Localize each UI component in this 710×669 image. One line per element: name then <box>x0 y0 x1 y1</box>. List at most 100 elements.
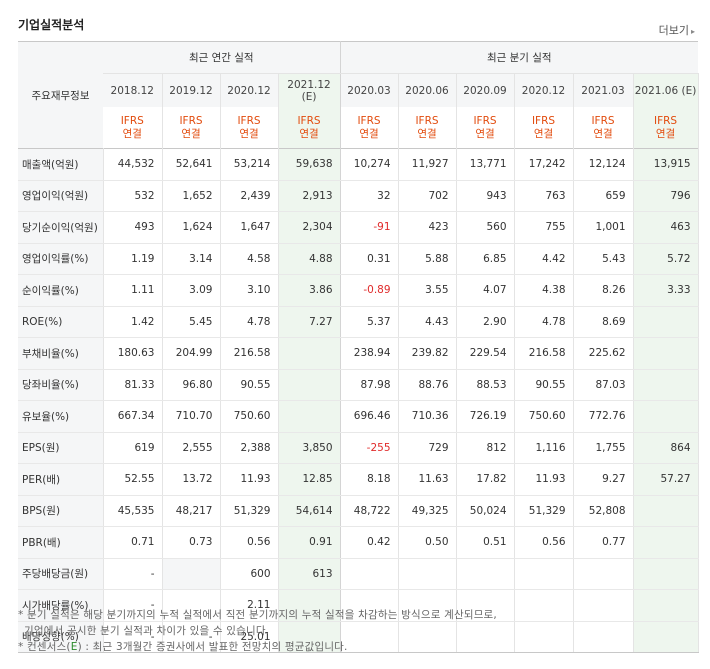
value-cell: 613 <box>278 557 341 590</box>
footnote-1: * 분기 실적은 해당 분기까지의 누적 실적에서 직전 분기까지의 누적 실적… <box>18 609 497 621</box>
value-cell: 943 <box>456 180 515 212</box>
value-cell: 812 <box>456 431 515 464</box>
value-cell <box>278 337 341 370</box>
value-cell: 2,555 <box>162 431 221 464</box>
value-cell: 864 <box>633 431 699 464</box>
table-row: 유보율(%) 667.34 710.70 750.60 696.46 710.36 726.… <box>18 400 699 433</box>
value-cell <box>278 589 341 622</box>
value-cell <box>340 589 399 622</box>
value-cell: 1,755 <box>573 431 634 464</box>
value-cell <box>573 589 634 622</box>
value-cell <box>162 557 221 590</box>
value-cell: 81.33 <box>103 369 163 401</box>
value-cell: 11.63 <box>398 463 457 496</box>
quarter-title: 최근 분기 실적 <box>340 41 699 74</box>
value-cell: 796 <box>633 180 699 212</box>
table-row: 당기순이익(억원) 493 1,624 1,647 2,304 -91 423 560 755 1… <box>18 211 699 244</box>
value-cell: 8.18 <box>340 463 399 496</box>
value-cell: 2,913 <box>278 180 341 212</box>
value-cell: 2,388 <box>220 431 279 464</box>
value-cell: 239.82 <box>398 337 457 370</box>
value-cell <box>633 495 699 527</box>
value-cell: 710.70 <box>162 400 221 433</box>
row-label: 주당배당금(원) <box>18 557 104 590</box>
value-cell <box>278 369 341 401</box>
value-cell: 11.93 <box>220 463 279 496</box>
value-cell: 216.58 <box>220 337 279 370</box>
value-cell: 755 <box>514 211 574 244</box>
value-cell <box>633 369 699 401</box>
row-label: 순이익률(%) <box>18 274 104 307</box>
value-cell: 600 <box>220 557 279 590</box>
financial-table: 주요재무정보 최근 연간 실적 최근 분기 실적 2018.12 2019.12 2… <box>18 41 699 653</box>
value-cell: 710.36 <box>398 400 457 433</box>
value-cell: 3,850 <box>278 431 341 464</box>
value-cell: - <box>103 589 163 622</box>
value-cell <box>340 621 399 653</box>
value-cell: 2.90 <box>456 306 515 338</box>
value-cell: 90.55 <box>514 369 574 401</box>
value-cell: -91 <box>340 211 399 244</box>
row-label: 매출액(억원) <box>18 148 104 181</box>
value-cell <box>162 589 221 622</box>
table-row: BPS(원) 45,535 48,217 51,329 54,614 48,722 49,3… <box>18 495 699 527</box>
value-cell: 702 <box>398 180 457 212</box>
value-cell: 7.27 <box>278 306 341 338</box>
value-cell: 3.09 <box>162 274 221 307</box>
table-row: PER(배) 52.55 13.72 11.93 12.85 8.18 11.63 17.82… <box>18 463 699 496</box>
value-cell: 50,024 <box>456 495 515 527</box>
value-cell <box>278 621 341 653</box>
value-cell: 659 <box>573 180 634 212</box>
value-cell <box>456 589 515 622</box>
period-header: 2020.12 <box>220 73 279 107</box>
value-cell <box>456 557 515 590</box>
value-cell: 12.85 <box>278 463 341 496</box>
table-row: EPS(원) 619 2,555 2,388 3,850 -255 729 812 1,116 1… <box>18 431 699 464</box>
value-cell <box>633 621 699 653</box>
value-cell: 1,624 <box>162 211 221 244</box>
ifrs-label: IFRS 연결 <box>573 107 634 149</box>
period-header: 2021.03 <box>573 73 634 107</box>
value-cell: 51,329 <box>220 495 279 527</box>
value-cell: 10,274 <box>340 148 399 181</box>
value-cell: 13,915 <box>633 148 699 181</box>
ifrs-label: IFRS 연결 <box>278 107 341 149</box>
value-cell: 49,325 <box>398 495 457 527</box>
value-cell: 619 <box>103 431 163 464</box>
value-cell: 216.58 <box>514 337 574 370</box>
value-cell: 25.01 <box>220 621 279 653</box>
ifrs-label: IFRS 연결 <box>162 107 221 149</box>
value-cell: 6.85 <box>456 243 515 275</box>
value-cell: 0.91 <box>278 526 341 559</box>
value-cell: 4.43 <box>398 306 457 338</box>
value-cell: 0.77 <box>573 526 634 559</box>
value-cell: 13.72 <box>162 463 221 496</box>
value-cell: 51,329 <box>514 495 574 527</box>
value-cell: 52,641 <box>162 148 221 181</box>
value-cell: 8.26 <box>573 274 634 307</box>
value-cell: 59,638 <box>278 148 341 181</box>
value-cell: 8.69 <box>573 306 634 338</box>
table-row: 부채비율(%) 180.63 204.99 216.58 238.94 239.82 229… <box>18 337 699 370</box>
table-row: 매출액(억원) 44,532 52,641 53,214 59,638 10,274 11,… <box>18 148 699 181</box>
more-link[interactable]: 더보기 ▸ <box>658 24 695 37</box>
period-header: 2021.06 (E) <box>633 73 699 107</box>
value-cell: 52.55 <box>103 463 163 496</box>
value-cell: 423 <box>398 211 457 244</box>
value-cell: 2,304 <box>278 211 341 244</box>
ifrs-label: IFRS 연결 <box>398 107 457 149</box>
table-row: 순이익률(%) 1.11 3.09 3.10 3.86 -0.89 3.55 4.07 4.38… <box>18 274 699 307</box>
value-cell <box>278 400 341 433</box>
value-cell: 1,116 <box>514 431 574 464</box>
value-cell: 17.82 <box>456 463 515 496</box>
value-cell: 87.03 <box>573 369 634 401</box>
row-label: 당기순이익(억원) <box>18 211 104 244</box>
table-row: 주당배당금(원) - 600 613 <box>18 557 699 590</box>
value-cell: 204.99 <box>162 337 221 370</box>
value-cell: 0.50 <box>398 526 457 559</box>
value-cell: 96.80 <box>162 369 221 401</box>
row-label: 부채비율(%) <box>18 337 104 370</box>
value-cell: 87.98 <box>340 369 399 401</box>
value-cell: 696.46 <box>340 400 399 433</box>
value-cell <box>573 621 634 653</box>
